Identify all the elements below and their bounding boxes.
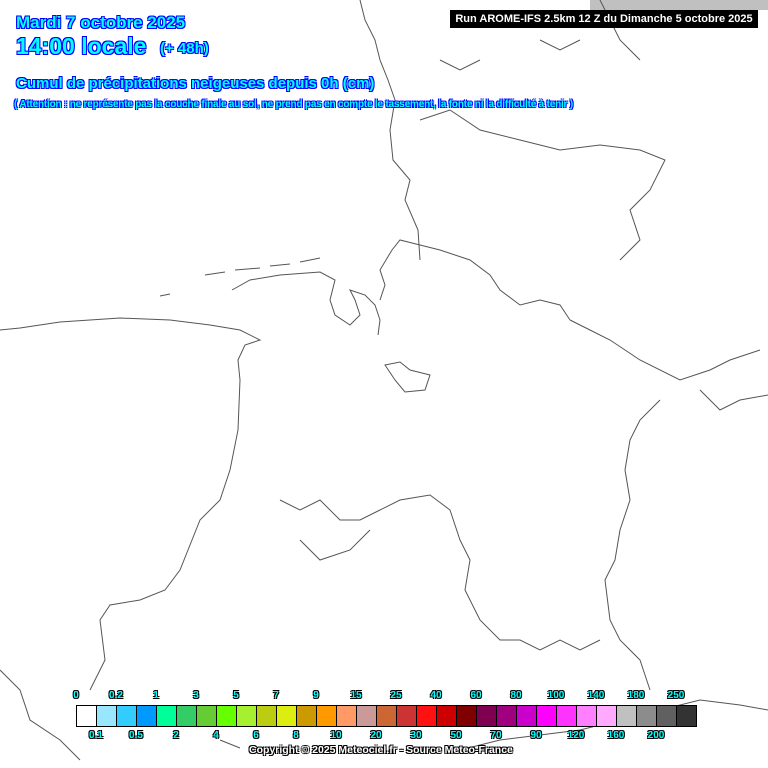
forecast-lead-time: (+ 48h) xyxy=(160,40,209,57)
legend-swatch xyxy=(597,706,617,726)
legend-label-top: 25 xyxy=(390,690,402,701)
legend-label-bottom: 0.5 xyxy=(129,730,143,741)
legend-label-bottom: 160 xyxy=(607,730,625,741)
legend-label-top: 0 xyxy=(73,690,79,701)
legend-swatch xyxy=(537,706,557,726)
legend-label-bottom: 10 xyxy=(330,730,342,741)
legend-swatch xyxy=(417,706,437,726)
jutland-coast xyxy=(359,0,421,261)
legend-swatch xyxy=(197,706,217,726)
east-border-2 xyxy=(604,399,661,691)
legend-swatch xyxy=(657,706,677,726)
legend-swatch xyxy=(677,706,696,726)
legend-swatch xyxy=(357,706,377,726)
internal-border xyxy=(279,494,601,651)
baltic-coast xyxy=(419,109,666,261)
legend-label-bottom: 0.1 xyxy=(89,730,103,741)
color-scale-legend xyxy=(76,705,697,727)
legend-label-bottom: 50 xyxy=(450,730,462,741)
legend-label-bottom: 8 xyxy=(293,730,299,741)
legend-swatch xyxy=(397,706,417,726)
internal-border-2 xyxy=(299,529,371,561)
legend-label-bottom: 6 xyxy=(253,730,259,741)
forecast-date: Mardi 7 octobre 2025 xyxy=(16,13,186,32)
legend-swatch xyxy=(237,706,257,726)
legend-swatch xyxy=(177,706,197,726)
legend-swatch xyxy=(517,706,537,726)
legend-swatch xyxy=(77,706,97,726)
legend-label-top: 3 xyxy=(193,690,199,701)
map-disclaimer: ( Attention : ne représente pas la couch… xyxy=(14,99,573,110)
legend-label-top: 180 xyxy=(627,690,645,701)
legend-swatch xyxy=(257,706,277,726)
legend-swatch xyxy=(297,706,317,726)
legend-swatch xyxy=(577,706,597,726)
legend-swatch xyxy=(157,706,177,726)
legend-label-top: 7 xyxy=(273,690,279,701)
eastern-border xyxy=(569,319,768,411)
legend-label-top: 40 xyxy=(430,690,442,701)
legend-swatch xyxy=(277,706,297,726)
legend-swatch xyxy=(437,706,457,726)
legend-label-bottom: 120 xyxy=(567,730,585,741)
legend-label-bottom: 20 xyxy=(370,730,382,741)
islands xyxy=(159,257,321,297)
out-of-domain-area xyxy=(590,0,768,10)
legend-label-bottom: 200 xyxy=(647,730,665,741)
legend-swatch xyxy=(217,706,237,726)
legend-label-top: 140 xyxy=(587,690,605,701)
elbe-coast xyxy=(379,239,571,321)
legend-label-bottom: 90 xyxy=(530,730,542,741)
legend-label-top: 250 xyxy=(667,690,685,701)
forecast-time: 14:00 locale xyxy=(16,33,147,59)
legend-label-top: 15 xyxy=(350,690,362,701)
legend-swatch xyxy=(557,706,577,726)
legend-swatch xyxy=(137,706,157,726)
legend-swatch xyxy=(617,706,637,726)
copyright: Copyright © 2025 Meteociel.fr - Source M… xyxy=(249,744,513,756)
legend-label-top: 1 xyxy=(153,690,159,701)
legend-label-bottom: 70 xyxy=(490,730,502,741)
legend-swatch xyxy=(317,706,337,726)
legend-label-bottom: 2 xyxy=(173,730,179,741)
legend-swatch xyxy=(477,706,497,726)
legend-swatch xyxy=(97,706,117,726)
legend-swatch xyxy=(497,706,517,726)
coast-2 xyxy=(231,271,381,336)
legend-label-top: 60 xyxy=(470,690,482,701)
legend-label-top: 80 xyxy=(510,690,522,701)
map-parameter-title: Cumul de précipitations neigeuses depuis… xyxy=(16,75,375,92)
legend-label-top: 5 xyxy=(233,690,239,701)
legend-swatch xyxy=(337,706,357,726)
legend-swatch xyxy=(637,706,657,726)
legend-label-bottom: 30 xyxy=(410,730,422,741)
legend-swatch xyxy=(457,706,477,726)
legend-swatch xyxy=(117,706,137,726)
legend-label-top: 100 xyxy=(547,690,565,701)
model-run-label: Run AROME-IFS 2.5km 12 Z du Dimanche 5 o… xyxy=(450,10,758,28)
lake xyxy=(384,361,431,393)
legend-label-bottom: 4 xyxy=(213,730,219,741)
legend-label-top: 9 xyxy=(313,690,319,701)
legend-swatch xyxy=(377,706,397,726)
legend-label-top: 0.2 xyxy=(109,690,123,701)
north-sea-coast xyxy=(0,317,262,691)
